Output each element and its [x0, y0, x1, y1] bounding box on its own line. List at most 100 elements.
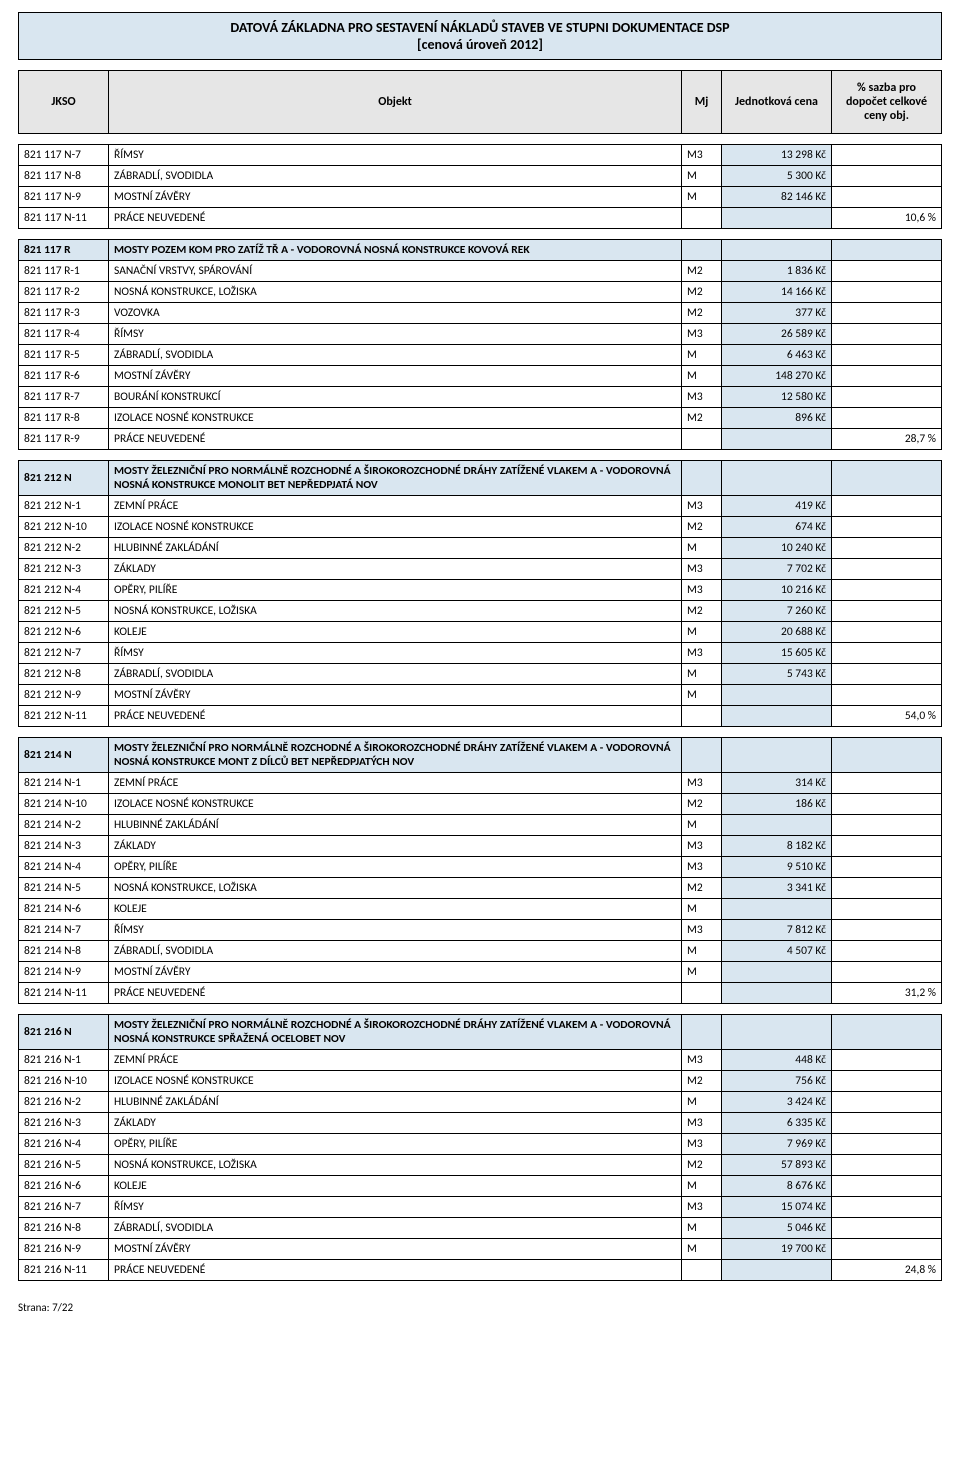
section-row: 821 216 NMOSTY ŽELEZNIČNÍ PRO NORMÁLNĚ R… [19, 1015, 942, 1050]
section-pct [832, 1015, 942, 1050]
cell-mj: M2 [682, 282, 722, 303]
section-row: 821 214 NMOSTY ŽELEZNIČNÍ PRO NORMÁLNĚ R… [19, 738, 942, 773]
cell-price: 7 969 Kč [722, 1134, 832, 1155]
cell-price: 10 216 Kč [722, 580, 832, 601]
cell-objekt: OPĚRY, PILÍŘE [109, 857, 682, 878]
section-mj [682, 240, 722, 261]
header-table: JKSO Objekt Mj Jednotková cena % sazba p… [18, 70, 942, 134]
cell-jkso: 821 214 N-2 [19, 815, 109, 836]
cell-pct [832, 685, 942, 706]
section-mj [682, 738, 722, 773]
cell-objekt: MOSTNÍ ZÁVĚRY [109, 1239, 682, 1260]
cell-jkso: 821 117 R-6 [19, 366, 109, 387]
cell-jkso: 821 216 N-5 [19, 1155, 109, 1176]
cell-pct [832, 1050, 942, 1071]
cell-price: 14 166 Kč [722, 282, 832, 303]
cell-jkso: 821 212 N-1 [19, 496, 109, 517]
cell-jkso: 821 117 R-4 [19, 324, 109, 345]
data-table: 821 212 NMOSTY ŽELEZNIČNÍ PRO NORMÁLNĚ R… [18, 460, 942, 727]
cell-pct: 24,8 % [832, 1260, 942, 1281]
cell-objekt: NOSNÁ KONSTRUKCE, LOŽISKA [109, 878, 682, 899]
table-row: 821 117 R-1SANAČNÍ VRSTVY, SPÁROVÁNÍM21 … [19, 261, 942, 282]
cell-mj: M3 [682, 496, 722, 517]
cell-pct [832, 145, 942, 166]
cell-objekt: NOSNÁ KONSTRUKCE, LOŽISKA [109, 1155, 682, 1176]
cell-price: 13 298 Kč [722, 145, 832, 166]
cell-pct [832, 261, 942, 282]
section-price [722, 738, 832, 773]
cell-mj: M [682, 941, 722, 962]
cell-price: 7 702 Kč [722, 559, 832, 580]
cell-pct [832, 815, 942, 836]
cell-jkso: 821 214 N-6 [19, 899, 109, 920]
cell-price: 8 676 Kč [722, 1176, 832, 1197]
cell-mj: M [682, 962, 722, 983]
cell-price [722, 1260, 832, 1281]
cell-jkso: 821 214 N-10 [19, 794, 109, 815]
cell-mj: M2 [682, 794, 722, 815]
cell-price [722, 706, 832, 727]
cell-price: 19 700 Kč [722, 1239, 832, 1260]
cell-pct: 28,7 % [832, 429, 942, 450]
cell-jkso: 821 214 N-4 [19, 857, 109, 878]
cell-mj: M3 [682, 559, 722, 580]
table-row: 821 214 N-9MOSTNÍ ZÁVĚRYM [19, 962, 942, 983]
table-row: 821 214 N-11PRÁCE NEUVEDENÉ31,2 % [19, 983, 942, 1004]
table-row: 821 216 N-7ŘÍMSYM315 074 Kč [19, 1197, 942, 1218]
cell-objekt: PRÁCE NEUVEDENÉ [109, 429, 682, 450]
table-row: 821 212 N-11PRÁCE NEUVEDENÉ54,0 % [19, 706, 942, 727]
cell-objekt: OPĚRY, PILÍŘE [109, 1134, 682, 1155]
table-row: 821 214 N-3ZÁKLADYM38 182 Kč [19, 836, 942, 857]
cell-pct [832, 664, 942, 685]
cell-pct [832, 559, 942, 580]
section-price [722, 461, 832, 496]
page-title: DATOVÁ ZÁKLADNA PRO SESTAVENÍ NÁKLADŮ ST… [18, 12, 942, 60]
col-price: Jednotková cena [722, 71, 832, 134]
table-row: 821 212 N-8ZÁBRADLÍ, SVODIDLAM5 743 Kč [19, 664, 942, 685]
cell-mj: M2 [682, 517, 722, 538]
cell-objekt: ŘÍMSY [109, 324, 682, 345]
cell-price: 82 146 Kč [722, 187, 832, 208]
cell-jkso: 821 216 N-4 [19, 1134, 109, 1155]
table-row: 821 216 N-9MOSTNÍ ZÁVĚRYM19 700 Kč [19, 1239, 942, 1260]
cell-jkso: 821 212 N-2 [19, 538, 109, 559]
cell-objekt: BOURÁNÍ KONSTRUKCÍ [109, 387, 682, 408]
table-row: 821 212 N-9MOSTNÍ ZÁVĚRYM [19, 685, 942, 706]
table-row: 821 214 N-7ŘÍMSYM37 812 Kč [19, 920, 942, 941]
section-pct [832, 240, 942, 261]
cell-pct: 10,6 % [832, 208, 942, 229]
cell-pct [832, 1197, 942, 1218]
cell-price [722, 685, 832, 706]
section-jkso: 821 216 N [19, 1015, 109, 1050]
cell-jkso: 821 117 N-9 [19, 187, 109, 208]
section-price [722, 240, 832, 261]
cell-objekt: MOSTNÍ ZÁVĚRY [109, 962, 682, 983]
cell-price: 448 Kč [722, 1050, 832, 1071]
cell-pct [832, 187, 942, 208]
cell-jkso: 821 117 R-5 [19, 345, 109, 366]
cell-objekt: NOSNÁ KONSTRUKCE, LOŽISKA [109, 282, 682, 303]
cell-mj [682, 706, 722, 727]
cell-objekt: IZOLACE NOSNÉ KONSTRUKCE [109, 517, 682, 538]
cell-jkso: 821 216 N-8 [19, 1218, 109, 1239]
cell-jkso: 821 117 N-11 [19, 208, 109, 229]
table-row: 821 117 N-7ŘÍMSYM313 298 Kč [19, 145, 942, 166]
cell-pct [832, 899, 942, 920]
table-row: 821 117 R-9PRÁCE NEUVEDENÉ28,7 % [19, 429, 942, 450]
table-row: 821 117 R-4ŘÍMSYM326 589 Kč [19, 324, 942, 345]
section-mj [682, 1015, 722, 1050]
cell-price: 6 463 Kč [722, 345, 832, 366]
cell-jkso: 821 214 N-3 [19, 836, 109, 857]
cell-pct [832, 941, 942, 962]
cell-jkso: 821 117 R-8 [19, 408, 109, 429]
cell-price: 314 Kč [722, 773, 832, 794]
cell-pct: 54,0 % [832, 706, 942, 727]
cell-pct [832, 1113, 942, 1134]
cell-price: 26 589 Kč [722, 324, 832, 345]
cell-pct [832, 1092, 942, 1113]
cell-jkso: 821 214 N-1 [19, 773, 109, 794]
page-footer: Strana: 7/22 [18, 1301, 942, 1314]
data-table: 821 216 NMOSTY ŽELEZNIČNÍ PRO NORMÁLNĚ R… [18, 1014, 942, 1281]
cell-mj: M3 [682, 836, 722, 857]
cell-jkso: 821 212 N-10 [19, 517, 109, 538]
